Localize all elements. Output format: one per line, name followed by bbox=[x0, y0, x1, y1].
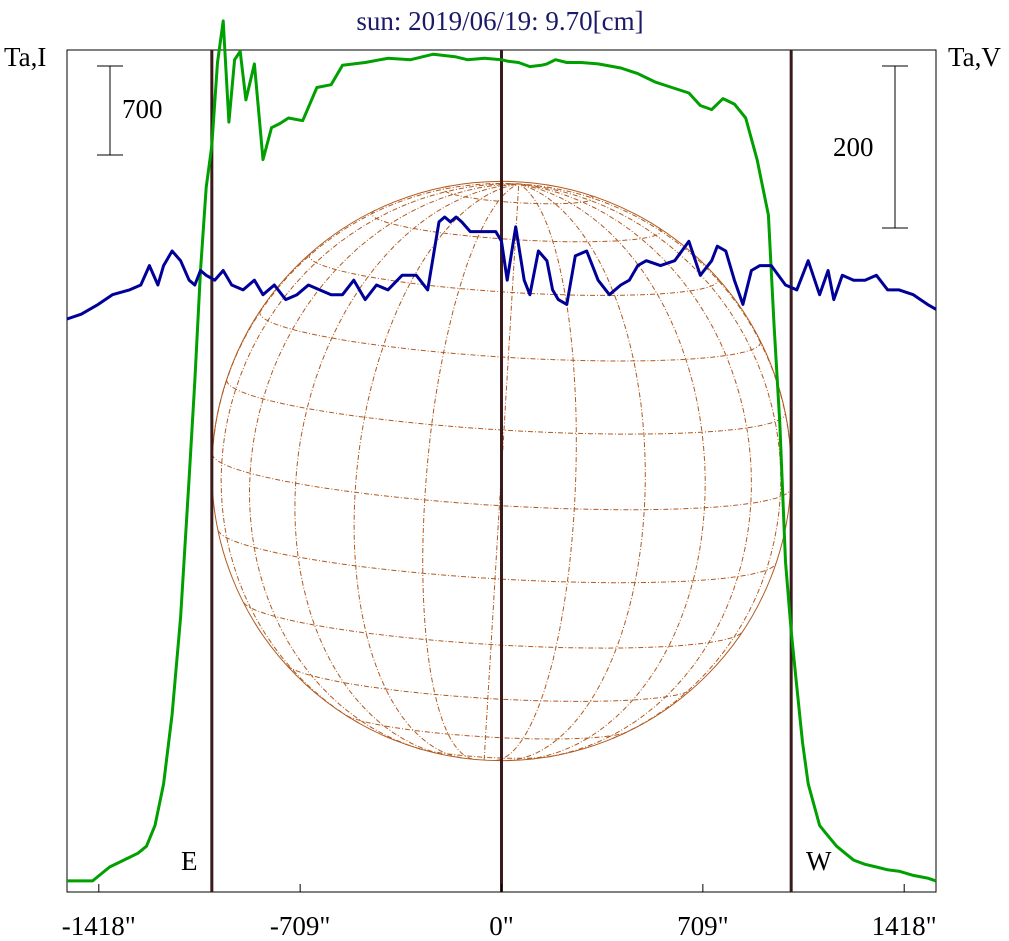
x-tick-label: 1418" bbox=[872, 911, 937, 941]
parallel-line bbox=[417, 747, 552, 759]
meridian-line bbox=[353, 183, 519, 759]
scale-bar-right: 200 bbox=[833, 65, 908, 229]
parallel-line bbox=[442, 185, 594, 205]
scale-bar-left-label: 700 bbox=[122, 94, 163, 124]
solar-disk bbox=[211, 180, 792, 762]
intensity-curve bbox=[67, 19, 937, 883]
scale-bar-left: 700 bbox=[97, 65, 163, 156]
meridian-line bbox=[248, 183, 519, 750]
meridian-line bbox=[518, 183, 782, 739]
parallel-line bbox=[243, 602, 743, 649]
meridian-line bbox=[518, 183, 706, 760]
scale-bar-right-label: 200 bbox=[833, 132, 874, 162]
x-tick-label: -1418" bbox=[62, 911, 136, 941]
y-axis-label-left: Ta,I bbox=[4, 42, 46, 72]
east-limb-label: E bbox=[181, 846, 198, 876]
parallel-line bbox=[217, 530, 777, 584]
meridian-line bbox=[220, 183, 519, 724]
meridian-line bbox=[518, 183, 792, 489]
x-axis: -1418" -709" 0" 709" 1418" bbox=[62, 884, 937, 941]
meridian-line bbox=[495, 183, 577, 761]
x-tick-label: 709" bbox=[677, 911, 729, 941]
parallel-line bbox=[259, 310, 762, 362]
polarization-curve bbox=[66, 215, 937, 321]
parallel-line bbox=[226, 379, 786, 435]
x-tick-label: 0" bbox=[489, 911, 514, 941]
meridian-line bbox=[506, 183, 646, 762]
meridian-line bbox=[294, 183, 519, 755]
parallel-line bbox=[308, 252, 719, 296]
x-tick-label: -709" bbox=[270, 911, 331, 941]
curves bbox=[66, 19, 937, 883]
chart-title: sun: 2019/06/19: 9.70[cm] bbox=[356, 6, 643, 36]
parallel-line bbox=[286, 665, 692, 702]
parallel-line bbox=[371, 209, 662, 243]
limb-lines bbox=[210, 50, 793, 892]
parallel-line bbox=[346, 715, 627, 740]
west-limb-label: W bbox=[806, 846, 832, 876]
y-axis-label-right: Ta,V bbox=[948, 42, 1001, 72]
meridian-line bbox=[518, 183, 752, 758]
parallel-line bbox=[211, 453, 792, 511]
